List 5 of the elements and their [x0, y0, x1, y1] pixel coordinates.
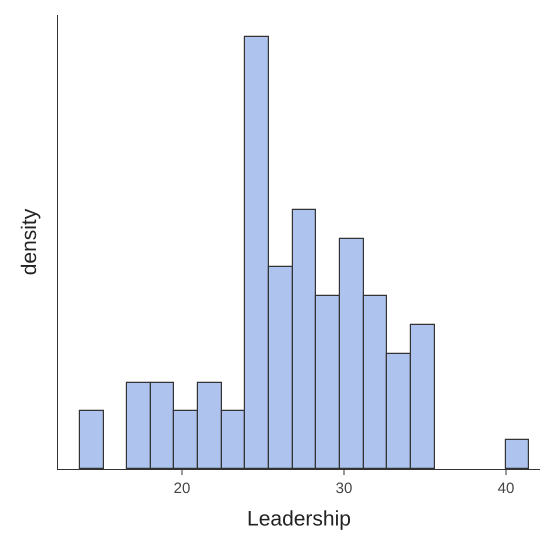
x-tick-label: 20	[174, 480, 190, 498]
x-tick-label: 40	[498, 480, 514, 498]
y-axis-title: density	[18, 208, 42, 276]
x-axis-title: Leadership	[247, 507, 351, 530]
x-tick-label: 30	[336, 480, 352, 498]
